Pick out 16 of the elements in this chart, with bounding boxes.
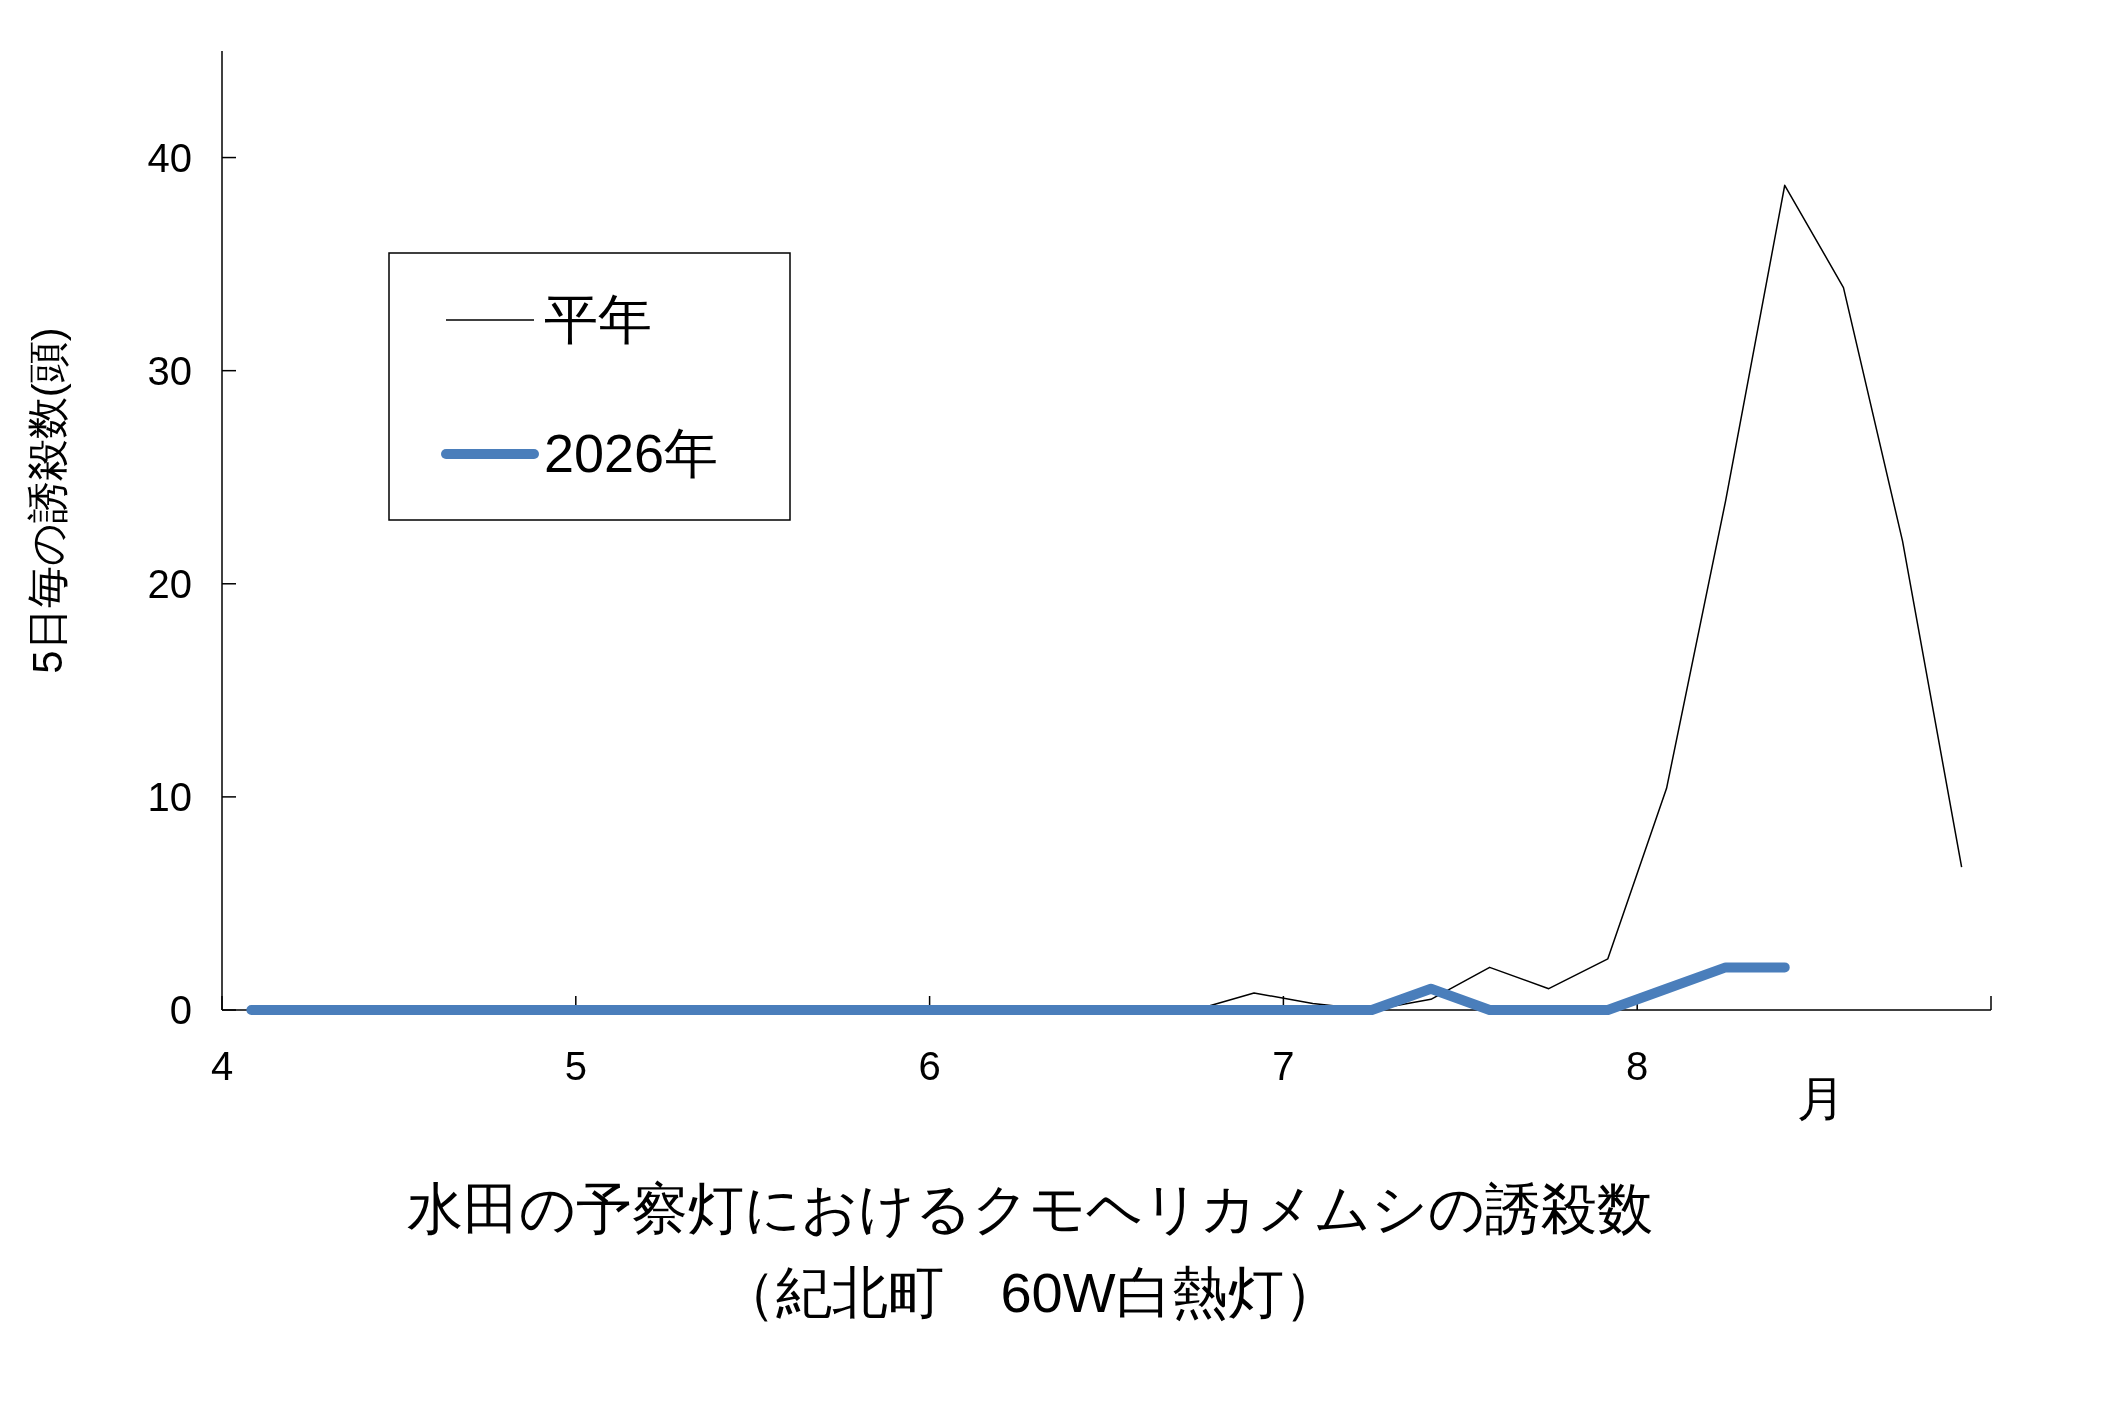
x-tick-label: 7 xyxy=(1272,1044,1295,1088)
text: （紀北町 60W白熱灯） xyxy=(720,1261,1340,1324)
legend-label: 2026年 xyxy=(544,423,719,483)
x-tick-label: 6 xyxy=(918,1044,941,1088)
y-tick-label: 30 xyxy=(147,348,192,393)
y-axis-title: 5日毎の誘殺数(頭) xyxy=(24,327,71,674)
y-tick-label: 20 xyxy=(147,561,192,606)
legend-label: 平年 xyxy=(544,289,652,349)
x-axis-title: 月 xyxy=(1797,1072,1845,1125)
y-tick-label: 10 xyxy=(147,774,192,819)
x-tick-label: 4 xyxy=(210,1044,234,1088)
y-tick-label: 0 xyxy=(169,988,192,1032)
y-tick-label: 40 xyxy=(147,135,192,180)
text: 水田の予察灯におけるクモヘリカメムシの誘殺数 xyxy=(407,1177,1653,1240)
x-tick-label: 5 xyxy=(564,1044,587,1088)
x-tick-label: 8 xyxy=(1626,1044,1649,1088)
